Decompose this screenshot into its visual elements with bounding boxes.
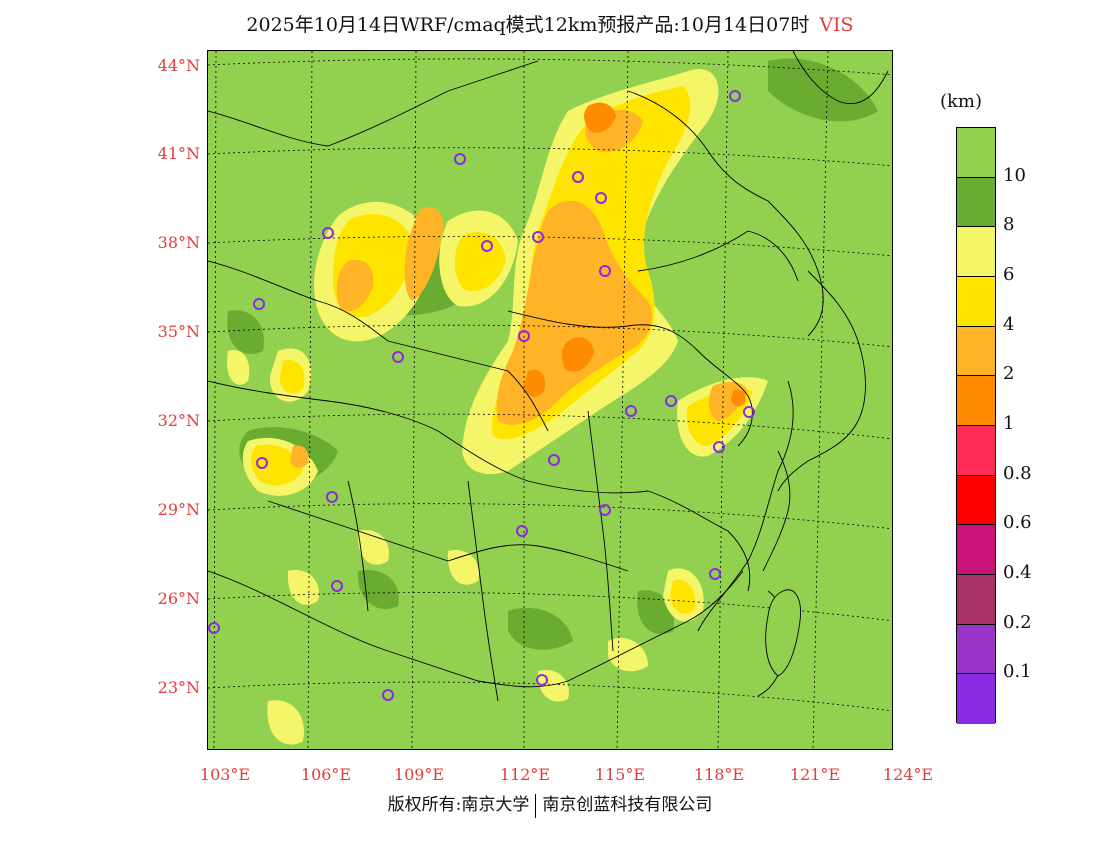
colorbar-label: 0.4 [1003, 562, 1032, 583]
colorbar-label: 6 [1003, 264, 1015, 285]
colorbar-label: 0.2 [1003, 611, 1032, 633]
footer-separator [535, 793, 537, 818]
map-title: 2025年10月14日WRF/cmaq模式12km预报产品:10月14日07时 V… [0, 10, 1100, 37]
station-marker [256, 457, 268, 469]
colorbar-segment [957, 574, 995, 625]
station-marker [481, 240, 493, 252]
colorbar-label: 2 [1003, 363, 1015, 385]
colorbar-segment [957, 475, 995, 526]
boundaries [208, 51, 889, 702]
colorbar-segment [957, 376, 995, 426]
station-marker [518, 330, 530, 342]
colorbar-segment [957, 674, 995, 724]
lat-label-35: 35°N [157, 322, 200, 341]
station-marker [595, 192, 607, 204]
lon-label-103: 103°E [199, 765, 251, 784]
colorbar-label: 4 [1003, 313, 1015, 335]
station-marker [536, 674, 548, 686]
lon-label-118: 118°E [693, 765, 745, 784]
station-marker [454, 153, 466, 165]
station-marker [208, 622, 220, 634]
lon-label-124: 124°E [882, 765, 934, 784]
station-marker [322, 227, 334, 239]
visibility-map [207, 50, 893, 750]
lat-label-41: 41°N [157, 144, 200, 163]
colorbar [956, 127, 996, 724]
colorbar-label: 0.6 [1003, 512, 1032, 534]
lat-label-29: 29°N [157, 500, 200, 519]
yellow-zones [251, 86, 753, 614]
graticule [208, 51, 892, 749]
lon-label-112: 112°E [499, 765, 551, 784]
lat-label-38: 38°N [157, 233, 200, 252]
colorbar-segment [957, 525, 995, 575]
station-marker [625, 405, 637, 417]
title-variable: VIS [819, 14, 854, 36]
station-marker [382, 689, 394, 701]
lat-label-32: 32°N [157, 411, 200, 430]
taiwan-outline [765, 589, 801, 677]
colorbar-label: 10 [1003, 164, 1026, 186]
colorbar-label: 0.1 [1003, 661, 1032, 683]
station-marker [326, 491, 338, 503]
colorbar-label: 8 [1003, 214, 1015, 236]
station-marker [516, 525, 528, 537]
orange-zones [524, 102, 746, 407]
colorbar-segment [957, 624, 995, 675]
colorbar-segment [957, 326, 995, 377]
colorbar-segment [957, 177, 995, 228]
colorbar-segment [957, 128, 995, 178]
lon-label-121: 121°E [789, 765, 841, 784]
lat-label-44: 44°N [157, 56, 200, 75]
title-main: 2025年10月14日WRF/cmaq模式12km预报产品:10月14日07时 [246, 14, 810, 36]
colorbar-label: 0.8 [1003, 462, 1032, 484]
lon-label-115: 115°E [594, 765, 646, 784]
station-marker [709, 568, 721, 580]
station-marker [713, 441, 725, 453]
lon-label-106: 106°E [300, 765, 352, 784]
lat-label-23: 23°N [157, 678, 200, 697]
station-markers [208, 90, 755, 701]
colorbar-segment [957, 425, 995, 476]
station-marker [729, 90, 741, 102]
colorbar-segment [957, 276, 995, 327]
station-marker [253, 298, 265, 310]
colorbar-unit: (km) [940, 91, 983, 112]
lat-label-26: 26°N [157, 589, 200, 608]
station-marker [532, 231, 544, 243]
station-marker [572, 171, 584, 183]
lon-label-109: 109°E [393, 765, 445, 784]
colorbar-segment [957, 227, 995, 277]
station-marker [331, 580, 343, 592]
station-marker [599, 504, 611, 516]
copyright-footer: 版权所有:南京大学 南京创蓝科技有限公司 [0, 790, 1100, 818]
station-marker [392, 351, 404, 363]
station-marker [548, 454, 560, 466]
station-marker [665, 395, 677, 407]
station-marker [743, 406, 755, 418]
station-marker [599, 265, 611, 277]
map-canvas [208, 51, 892, 749]
footer-left: 版权所有:南京大学 [387, 795, 530, 815]
colorbar-label: 1 [1003, 413, 1015, 434]
footer-right: 南京创蓝科技有限公司 [542, 795, 713, 815]
